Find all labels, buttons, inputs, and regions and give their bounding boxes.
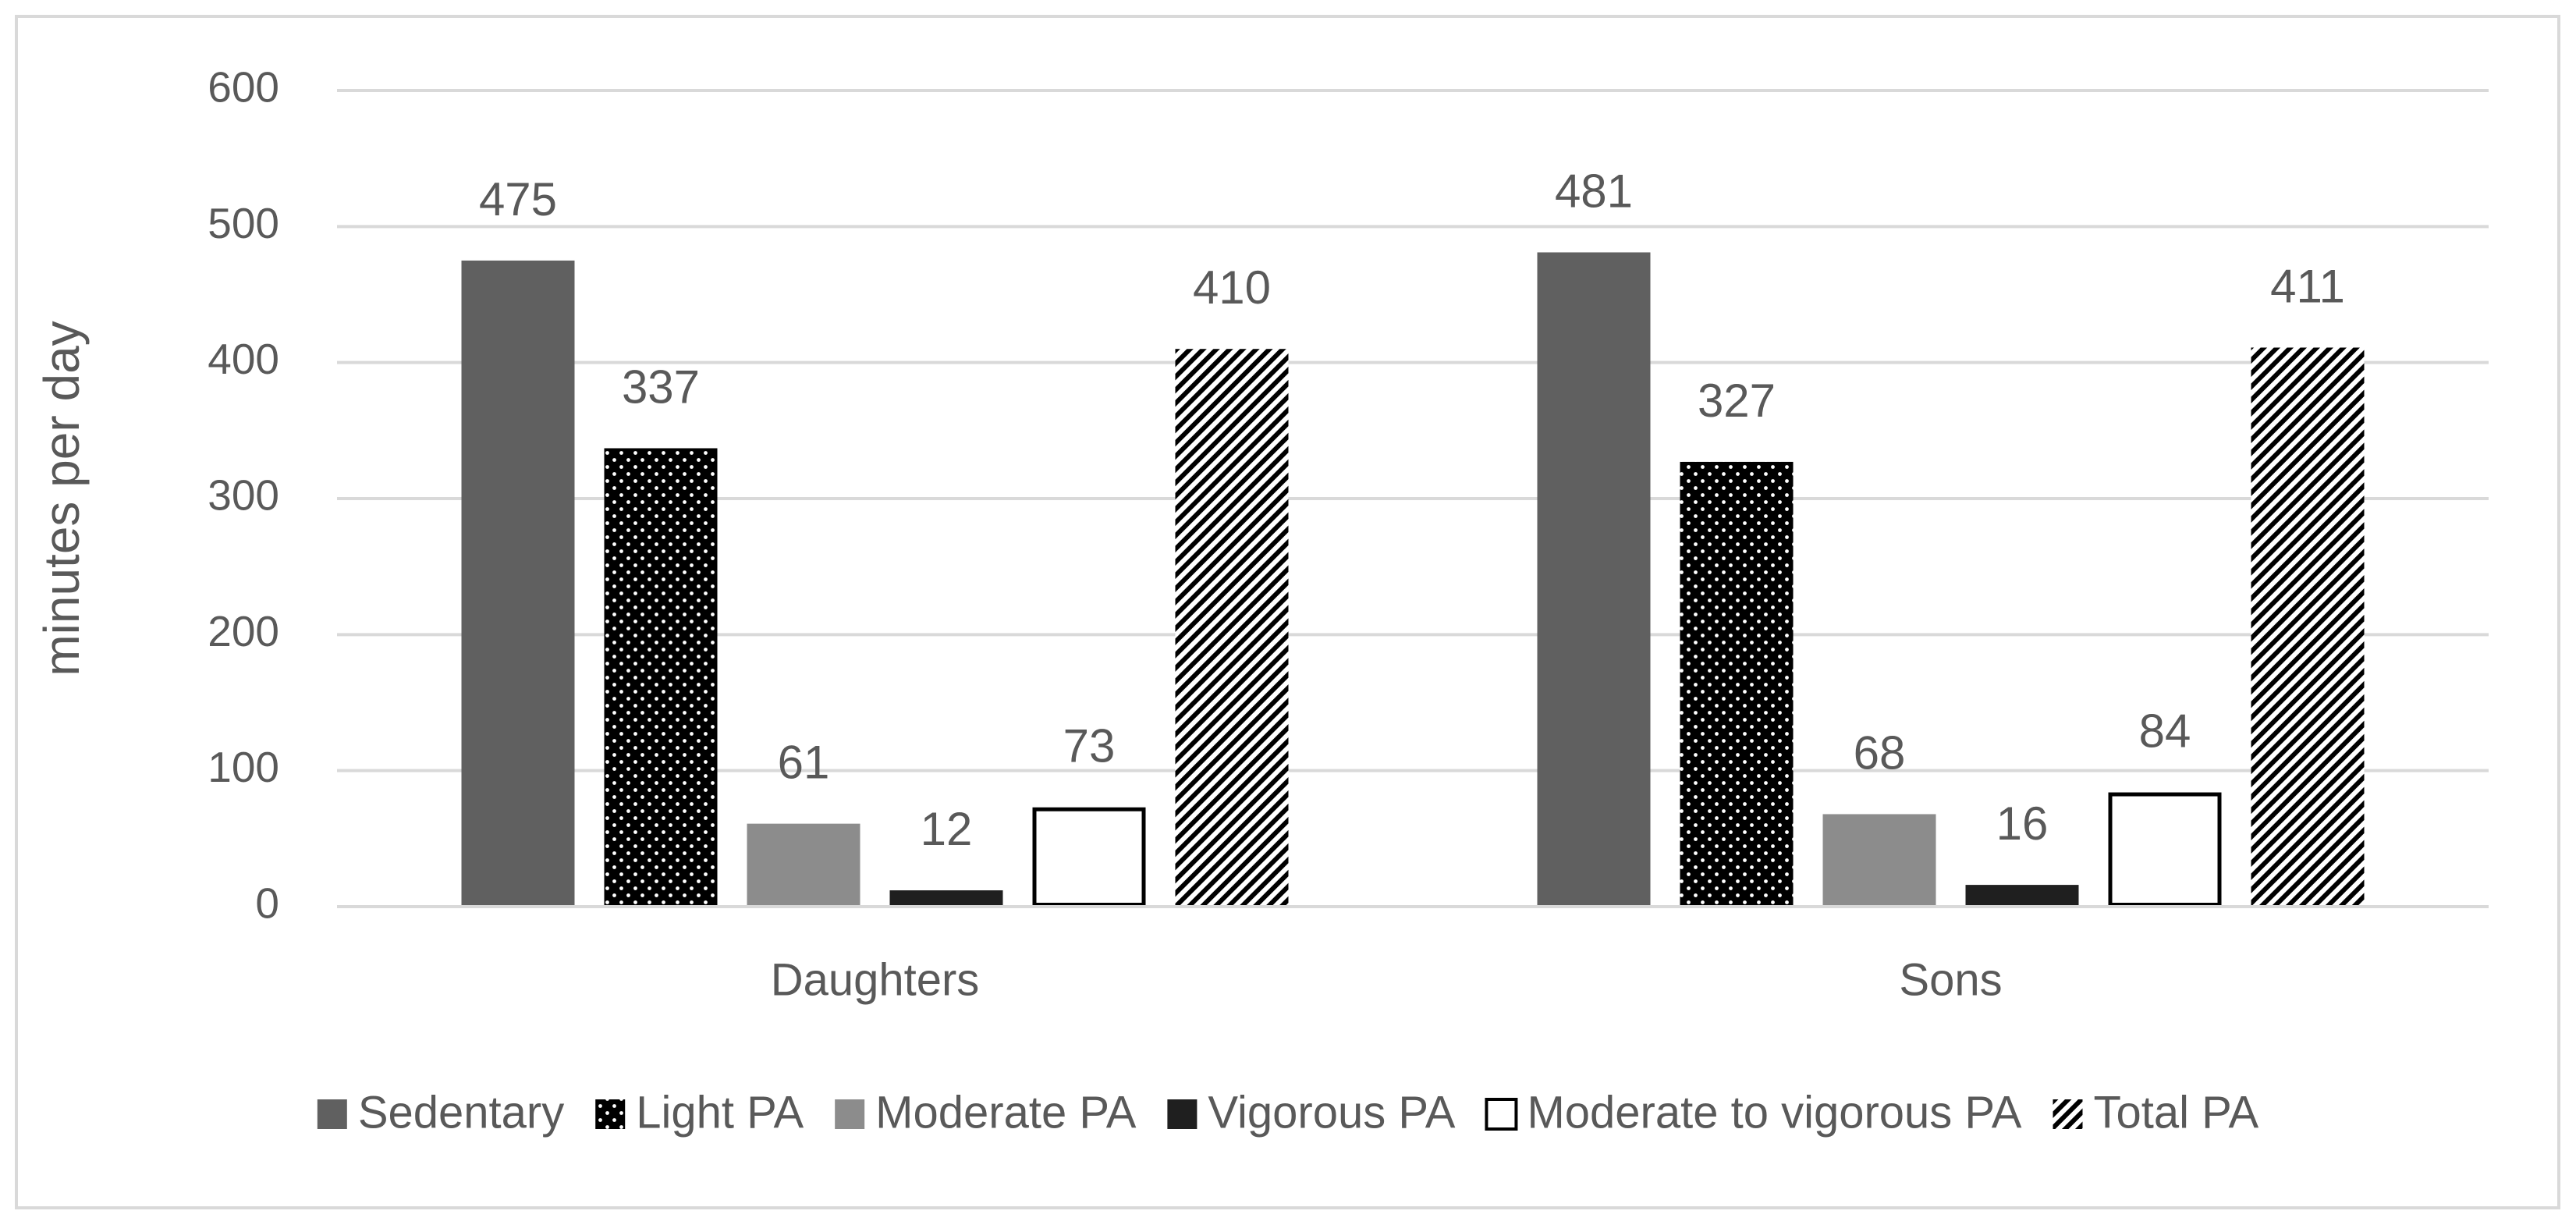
data-label: 327 (1698, 375, 1776, 427)
legend-swatch (2053, 1099, 2083, 1129)
data-label: 411 (2270, 260, 2345, 312)
bar (747, 823, 860, 907)
data-label: 337 (622, 360, 700, 413)
legend-label: Light PA (636, 1087, 804, 1138)
legend-label: Total PA (2093, 1087, 2258, 1138)
legend-swatch (835, 1099, 865, 1129)
bar (1032, 807, 1146, 907)
bar (1965, 885, 2079, 907)
legend-swatch (1167, 1099, 1198, 1129)
bar (1680, 461, 1794, 907)
y-tick-label: 200 (208, 607, 279, 655)
bar (461, 260, 575, 907)
y-axis-label: minutes per day (34, 321, 90, 676)
bar (604, 448, 718, 907)
y-tick-label: 100 (208, 743, 279, 791)
x-tick-label: Sons (1899, 954, 2002, 1005)
data-label: 61 (778, 737, 830, 789)
x-tick-label: Daughters (771, 954, 980, 1005)
legend-label: Vigorous PA (1208, 1087, 1455, 1138)
bar (1537, 252, 1651, 907)
data-label: 12 (921, 803, 973, 855)
bar (2251, 347, 2365, 907)
data-label: 16 (1996, 797, 2049, 850)
legend-label: Moderate PA (875, 1087, 1137, 1138)
legend-label: Moderate to vigorous PA (1527, 1087, 2021, 1138)
data-label: 68 (1854, 726, 1906, 779)
y-tick-label: 300 (208, 471, 279, 520)
y-tick-label: 500 (208, 199, 279, 247)
legend-label: Sedentary (358, 1087, 564, 1138)
legend-swatch (317, 1099, 347, 1129)
data-label: 84 (2139, 705, 2191, 757)
data-label: 481 (1555, 165, 1633, 217)
y-tick-label: 0 (255, 879, 279, 928)
bar (1822, 814, 1936, 907)
legend-swatch (595, 1099, 626, 1129)
bar (889, 890, 1003, 907)
bar (1175, 349, 1289, 907)
data-label: 475 (479, 173, 557, 225)
data-label: 73 (1063, 720, 1116, 772)
legend-swatch (1485, 1098, 1518, 1131)
data-label: 410 (1193, 261, 1271, 314)
bar (2108, 792, 2222, 907)
y-tick-label: 600 (208, 63, 279, 112)
y-tick-label: 400 (208, 335, 279, 383)
